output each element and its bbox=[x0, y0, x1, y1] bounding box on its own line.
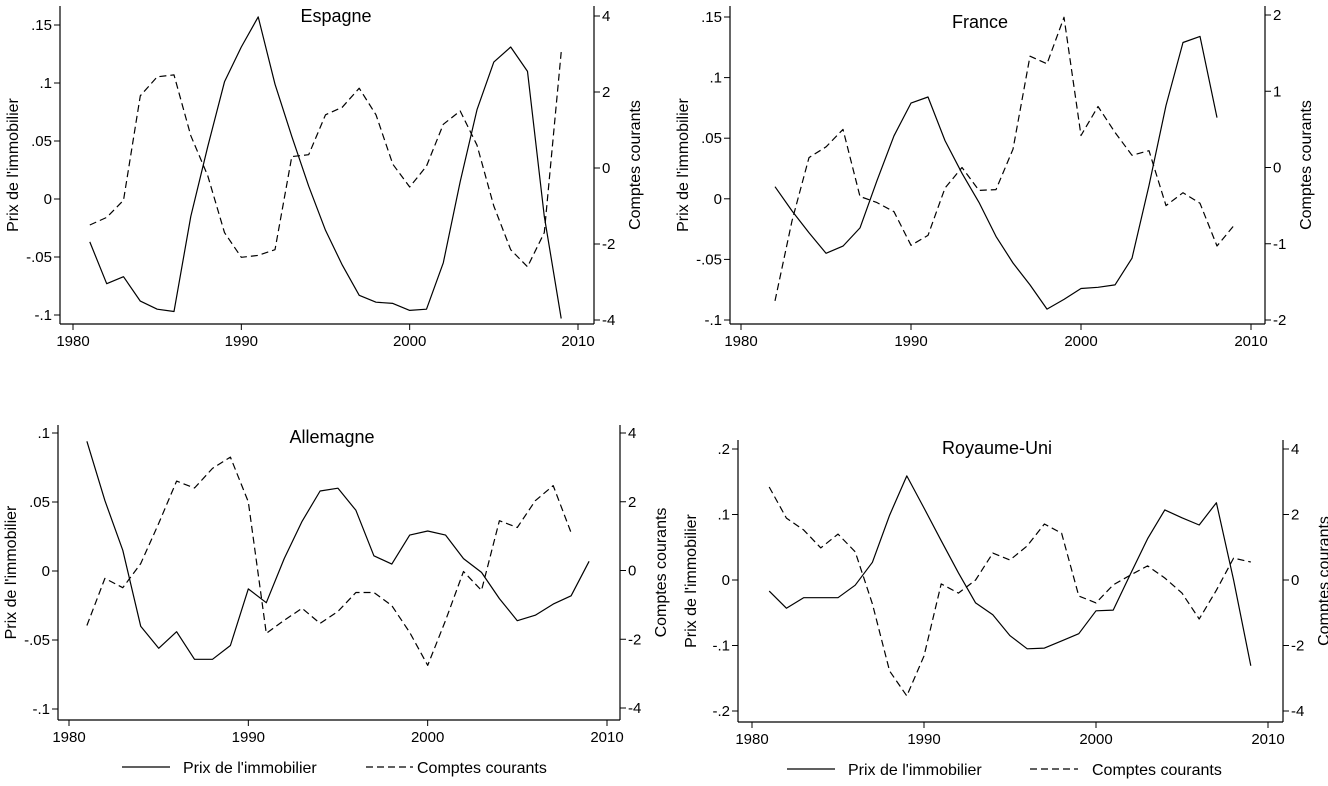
y-axis-title: Prix de l'immobilier bbox=[683, 513, 700, 647]
x-tick-label: 2000 bbox=[1079, 731, 1112, 748]
y2-tick-label: -2 bbox=[1291, 638, 1304, 655]
x-tick-label: 1980 bbox=[52, 729, 85, 746]
x-tick-label: 1990 bbox=[894, 333, 927, 350]
y-tick-label: -.1 bbox=[704, 312, 722, 329]
y-tick-label: .1 bbox=[709, 70, 722, 87]
y2-tick-label: -1 bbox=[1273, 236, 1286, 253]
x-tick-label: 2010 bbox=[590, 729, 623, 746]
y2-tick-label: 0 bbox=[1291, 572, 1299, 589]
y-tick-label: .1 bbox=[39, 75, 52, 92]
y-tick-label: -.05 bbox=[26, 249, 52, 266]
y2-axis-title: Comptes courants bbox=[627, 100, 644, 230]
y-tick-label: .2 bbox=[717, 441, 730, 458]
series-prix-immobilier-line bbox=[86, 441, 590, 660]
y-tick-label: .1 bbox=[717, 507, 730, 524]
y-axis-title: Prix de l'immobilier bbox=[3, 505, 20, 639]
x-tick-label: 2010 bbox=[1234, 333, 1267, 350]
x-tick-label: 1990 bbox=[225, 333, 258, 350]
x-tick-label: 1980 bbox=[735, 731, 768, 748]
y2-tick-label: 0 bbox=[1273, 160, 1281, 177]
y2-tick-label: -4 bbox=[628, 700, 641, 717]
y2-tick-label: 2 bbox=[1273, 7, 1281, 24]
y-tick-label: .15 bbox=[31, 17, 52, 34]
x-tick-label: 2010 bbox=[1251, 731, 1284, 748]
chart-panel-france: France 1980 1990 2000 2010 .15 .1 .05 0 -.05 -.1 2 1… bbox=[675, 6, 1315, 350]
y2-tick-label: -2 bbox=[628, 631, 641, 648]
y2-tick-label: 4 bbox=[602, 8, 610, 25]
y-tick-label: -.05 bbox=[24, 632, 50, 649]
y-tick-label: .05 bbox=[31, 133, 52, 150]
legend-dashed-label: Comptes courants bbox=[417, 760, 547, 777]
y-tick-label: -.05 bbox=[696, 251, 722, 268]
series-prix-immobilier-line bbox=[89, 16, 562, 319]
y2-axis-title: Comptes courants bbox=[1298, 100, 1315, 230]
y2-tick-label: -4 bbox=[602, 312, 615, 329]
y2-tick-label: 0 bbox=[628, 563, 636, 580]
y2-axis-title: Comptes courants bbox=[1316, 516, 1328, 646]
chart-panel-royaume-uni: Royaume-Uni 1980 1990 2000 2010 .2 .1 0 -.1 -.2 4 2… bbox=[683, 438, 1328, 748]
series-comptes-courants-line bbox=[86, 456, 572, 667]
legend-solid-label: Prix de l'immobilier bbox=[848, 762, 982, 779]
x-tick-label: 1990 bbox=[232, 729, 265, 746]
chart-title: France bbox=[952, 12, 1008, 32]
y2-tick-label: -2 bbox=[602, 236, 615, 253]
series-comptes-courants-line bbox=[768, 486, 1251, 697]
y-tick-label: 0 bbox=[42, 563, 50, 580]
y-tick-label: .1 bbox=[37, 425, 50, 442]
y2-tick-label: -2 bbox=[1273, 312, 1286, 329]
chart-panel-espagne: Espagne 1980 1990 2000 2010 .15 .1 .05 0 -.05 -.1 4… bbox=[5, 6, 644, 350]
y-tick-label: -.1 bbox=[712, 638, 730, 655]
y-tick-label: -.2 bbox=[712, 703, 730, 720]
y-tick-label: 0 bbox=[722, 572, 730, 589]
y-tick-label: 0 bbox=[714, 191, 722, 208]
y-tick-label: -.1 bbox=[34, 307, 52, 324]
y-tick-label: 0 bbox=[44, 191, 52, 208]
series-prix-immobilier-line bbox=[768, 475, 1252, 666]
legend-left: Prix de l'immobilier Comptes courants bbox=[122, 760, 547, 777]
chart-title: Allemagne bbox=[289, 427, 374, 447]
chart-panel-allemagne: Allemagne 1980 1990 2000 2010 .1 .05 0 -.05 -.1 4 2… bbox=[3, 425, 670, 746]
legend-right: Prix de l'immobilier Comptes courants bbox=[787, 762, 1222, 779]
y2-tick-label: 4 bbox=[628, 425, 636, 442]
x-tick-label: 1980 bbox=[724, 333, 757, 350]
x-tick-label: 1980 bbox=[56, 333, 89, 350]
y2-tick-label: 2 bbox=[602, 84, 610, 101]
y-tick-label: -.1 bbox=[32, 701, 50, 718]
y-tick-label: .05 bbox=[29, 494, 50, 511]
y-axis-title: Prix de l'immobilier bbox=[675, 97, 692, 231]
y2-tick-label: 2 bbox=[628, 494, 636, 511]
x-tick-label: 2000 bbox=[393, 333, 426, 350]
y2-tick-label: 2 bbox=[1291, 507, 1299, 524]
chart-title: Espagne bbox=[300, 6, 371, 26]
x-tick-label: 2000 bbox=[1064, 333, 1097, 350]
y2-tick-label: 4 bbox=[1291, 441, 1299, 458]
series-comptes-courants-line bbox=[774, 16, 1235, 302]
x-tick-label: 1990 bbox=[907, 731, 940, 748]
y-tick-label: .05 bbox=[701, 130, 722, 147]
x-tick-label: 2010 bbox=[561, 333, 594, 350]
y2-tick-label: 1 bbox=[1273, 83, 1281, 100]
series-comptes-courants-line bbox=[89, 52, 562, 268]
y2-tick-label: 0 bbox=[602, 160, 610, 177]
y-tick-label: .15 bbox=[701, 9, 722, 26]
x-tick-label: 2000 bbox=[411, 729, 444, 746]
y2-axis-title: Comptes courants bbox=[653, 508, 670, 638]
chart-title: Royaume-Uni bbox=[942, 438, 1052, 458]
y2-tick-label: -4 bbox=[1291, 703, 1304, 720]
y-axis-title: Prix de l'immobilier bbox=[5, 97, 22, 231]
legend-dashed-label: Comptes courants bbox=[1092, 762, 1222, 779]
legend-solid-label: Prix de l'immobilier bbox=[183, 760, 317, 777]
series-prix-immobilier-line bbox=[774, 35, 1218, 310]
